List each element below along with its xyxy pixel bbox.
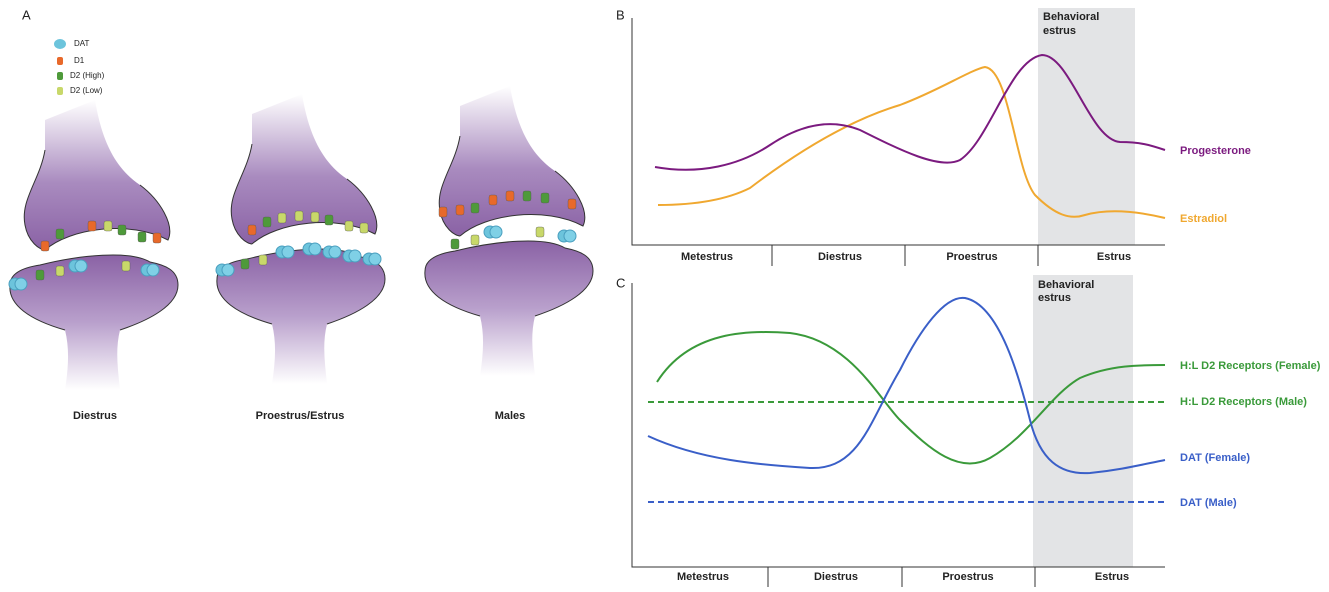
curve-label: DAT (Female): [1180, 452, 1250, 464]
receptor: [568, 199, 576, 209]
receptor: [259, 255, 267, 265]
legend-icon: [57, 57, 63, 65]
receptor: [451, 239, 459, 249]
dat: [282, 246, 294, 258]
receptor: [118, 225, 126, 235]
dat: [349, 250, 361, 262]
legend: DAT D1 D2 (High) D2 (Low): [54, 39, 105, 95]
receptor: [523, 191, 531, 201]
dat: [369, 253, 381, 265]
dat: [222, 264, 234, 276]
panel-b: B Behavioral estrus Metestrus Diestrus P…: [616, 7, 1251, 266]
receptor: [471, 203, 479, 213]
figure: A DAT D1 D2 (High) D2 (Low) Diestrus Pro…: [0, 0, 1329, 587]
panel-label: A: [22, 7, 31, 22]
panel-label: B: [616, 7, 625, 22]
presynaptic-terminal: [24, 100, 170, 250]
receptor: [536, 227, 544, 237]
receptor: [88, 221, 96, 231]
synapse-label: Proestrus/Estrus: [256, 410, 345, 422]
receptor: [41, 241, 49, 251]
receptor: [36, 270, 44, 280]
shaded-label: estrus: [1043, 25, 1076, 37]
curve-label: Progesterone: [1180, 145, 1251, 157]
legend-icon: [54, 39, 66, 49]
panel-label: C: [616, 275, 625, 290]
shaded-label: Behavioral: [1038, 279, 1094, 291]
panel-a: A DAT D1 D2 (High) D2 (Low) Diestrus Pro…: [9, 7, 593, 421]
receptor: [311, 212, 319, 222]
panel-c: C Behavioral estrus Metestrus Diestrus P…: [616, 275, 1321, 587]
curve-label: H:L D2 Receptors (Female): [1180, 360, 1321, 372]
dat: [564, 230, 576, 242]
receptor: [56, 229, 64, 239]
legend-icon: [57, 87, 63, 95]
dat: [15, 278, 27, 290]
receptor: [248, 225, 256, 235]
curve-label: DAT (Male): [1180, 497, 1237, 509]
synapse: [425, 86, 593, 376]
legend-label: D1: [74, 56, 85, 65]
legend-label: D2 (Low): [70, 86, 103, 95]
phase-label: Diestrus: [814, 571, 858, 583]
dat: [309, 243, 321, 255]
phase-label: Estrus: [1097, 251, 1131, 263]
legend-label: DAT: [74, 39, 90, 48]
synapse: [216, 94, 385, 384]
receptor: [360, 223, 368, 233]
receptor: [345, 221, 353, 231]
phase-label: Estrus: [1095, 571, 1129, 583]
shaded-label: Behavioral: [1043, 11, 1099, 23]
receptor: [456, 205, 464, 215]
phase-label: Metestrus: [677, 571, 729, 583]
receptor: [241, 259, 249, 269]
postsynaptic-terminal: [217, 249, 385, 384]
receptor: [325, 215, 333, 225]
phase-label: Metestrus: [681, 251, 733, 263]
dat: [490, 226, 502, 238]
receptor: [104, 221, 112, 231]
receptor: [56, 266, 64, 276]
receptor: [506, 191, 514, 201]
synapse-label: Diestrus: [73, 410, 117, 422]
receptor: [471, 235, 479, 245]
dat: [75, 260, 87, 272]
receptor: [489, 195, 497, 205]
receptor: [541, 193, 549, 203]
receptor: [295, 211, 303, 221]
dat: [329, 246, 341, 258]
receptor: [278, 213, 286, 223]
legend-label: D2 (High): [70, 71, 105, 80]
postsynaptic-terminal: [425, 241, 593, 376]
receptor: [263, 217, 271, 227]
receptor: [439, 207, 447, 217]
presynaptic-terminal: [231, 94, 377, 244]
phase-label: Diestrus: [818, 251, 862, 263]
phase-label: Proestrus: [946, 251, 997, 263]
receptor: [122, 261, 130, 271]
curve-label: Estradiol: [1180, 213, 1227, 225]
receptor: [153, 233, 161, 243]
curve-label: H:L D2 Receptors (Male): [1180, 396, 1307, 408]
shaded-region: [1033, 275, 1133, 567]
legend-icon: [57, 72, 63, 80]
receptor: [138, 232, 146, 242]
shaded-label: estrus: [1038, 292, 1071, 304]
synapse-label: Males: [495, 410, 526, 422]
dat: [147, 264, 159, 276]
phase-label: Proestrus: [942, 571, 993, 583]
synapse: [9, 100, 178, 390]
